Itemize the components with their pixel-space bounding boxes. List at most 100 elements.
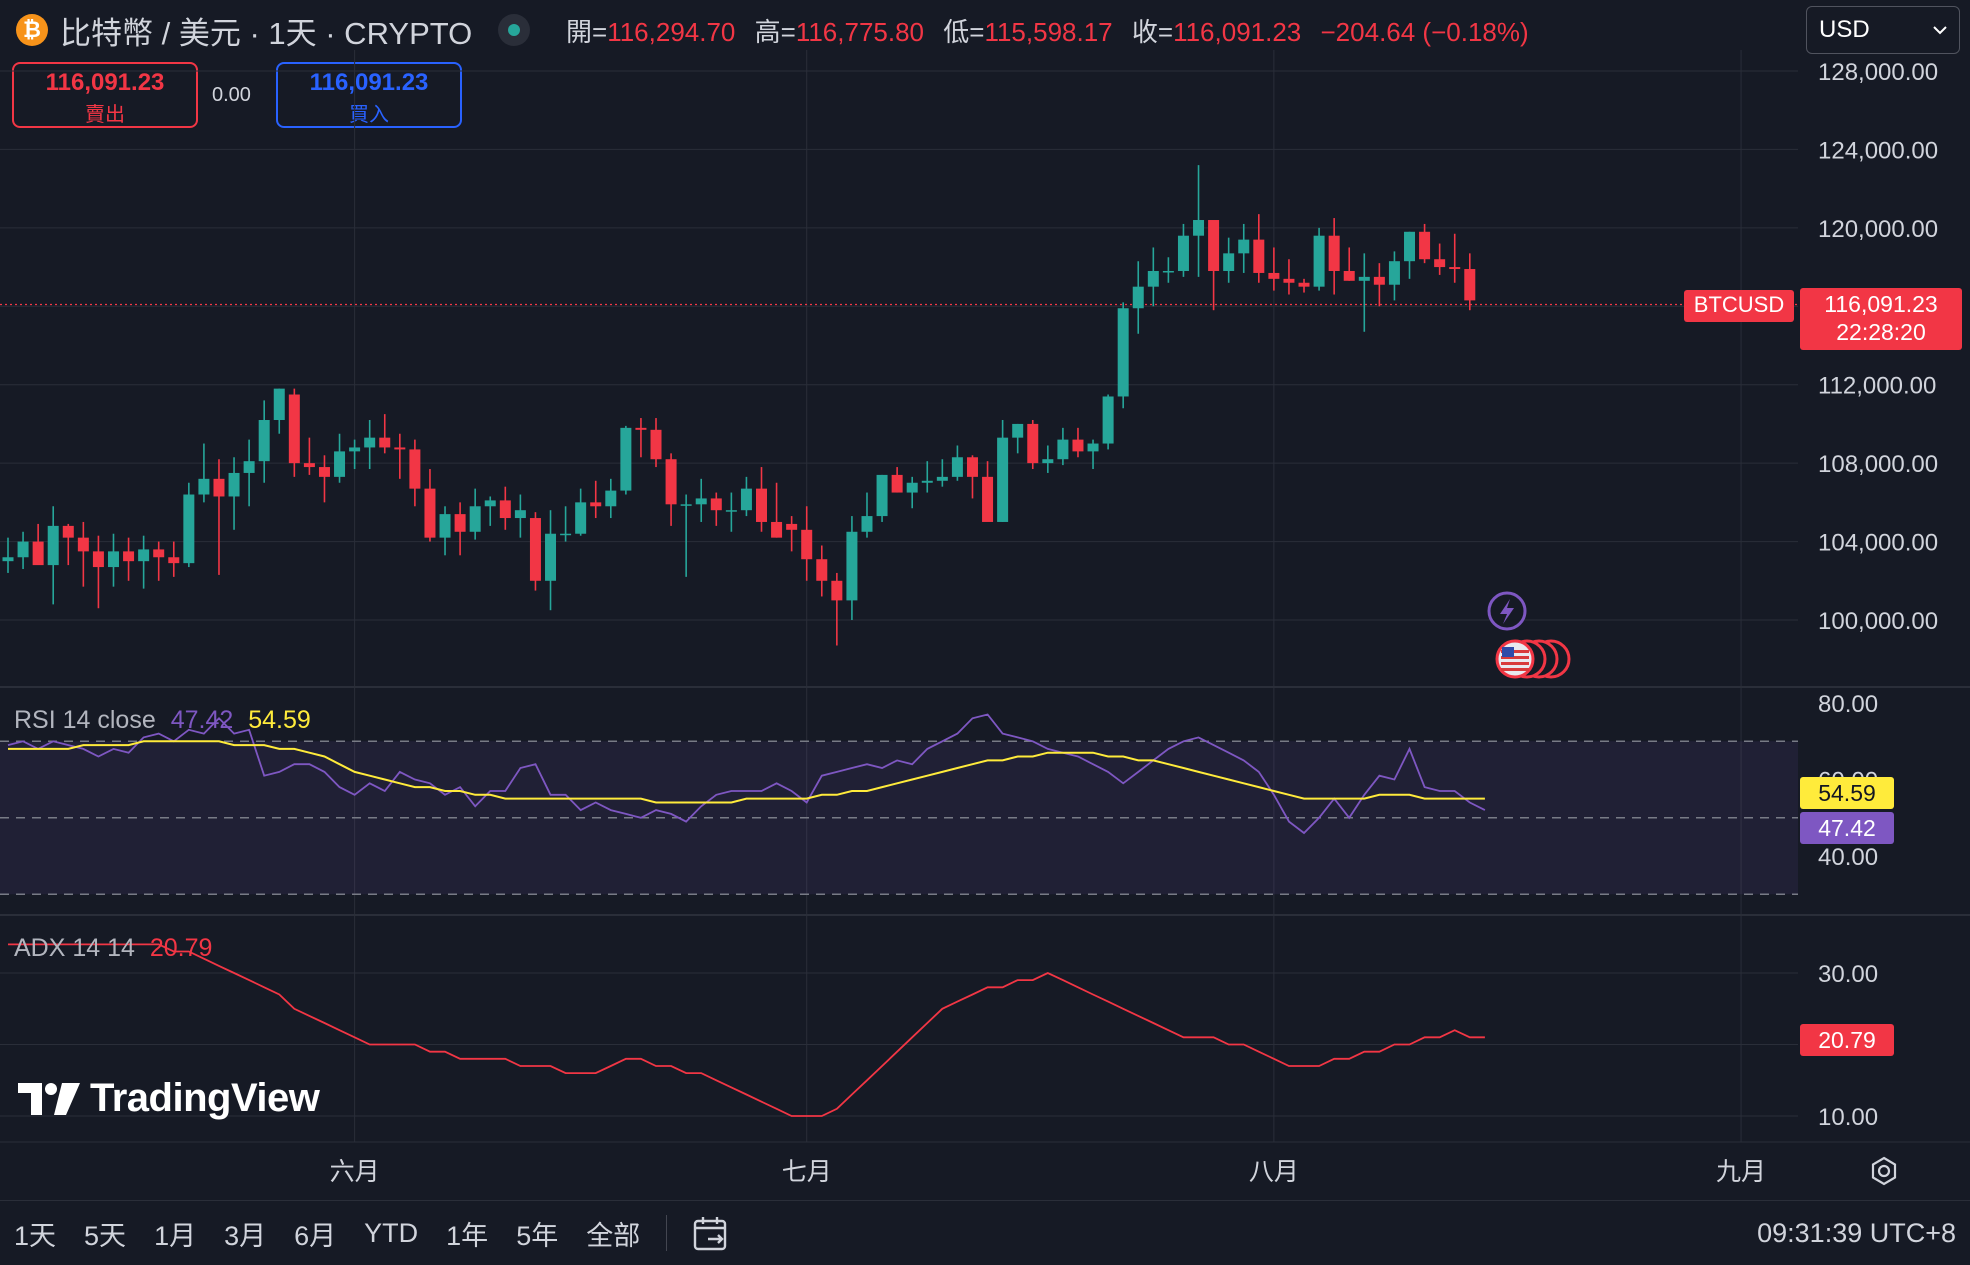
market-status-icon[interactable]	[498, 14, 530, 46]
open-label: 開=	[566, 17, 608, 47]
adx-legend[interactable]: ADX 14 14 20.79	[14, 934, 212, 963]
buy-price: 116,091.23	[309, 69, 429, 96]
candle	[1434, 243, 1446, 275]
calendar-goto-icon[interactable]	[692, 1215, 732, 1253]
range-button[interactable]: YTD	[364, 1217, 419, 1248]
candle	[560, 506, 572, 542]
buy-button[interactable]: 116,091.23 買入	[276, 62, 462, 128]
candle-body	[318, 467, 330, 477]
candle-body	[951, 457, 963, 477]
rsi-legend-label: RSI 14 close	[14, 706, 156, 734]
last-price-tag	[1684, 288, 1962, 350]
toolbar-divider	[666, 1215, 667, 1251]
candle	[424, 469, 436, 542]
rsi-axis-label: 40.00	[1818, 844, 1878, 871]
open-value: 116,294.70	[607, 17, 736, 47]
range-button[interactable]: 1月	[154, 1220, 197, 1251]
candle-body	[605, 490, 617, 507]
candle-body	[1404, 231, 1416, 262]
candle	[183, 482, 195, 568]
high-value: 116,775.80	[795, 17, 925, 47]
candle-body	[183, 494, 195, 564]
rsi-ma-legend-value: 54.59	[248, 706, 311, 734]
candle-body	[1464, 269, 1476, 301]
candle-body	[1343, 270, 1355, 281]
candle-body	[876, 474, 888, 517]
candle	[17, 531, 29, 570]
candle	[62, 523, 74, 566]
adx-tag-value: 20.79	[1818, 1027, 1876, 1053]
change-value: −204.64 (−0.18%)	[1320, 17, 1529, 47]
rsi-legend-value: 47.42	[170, 706, 234, 734]
candle	[303, 437, 315, 475]
candle-body	[966, 457, 978, 477]
candle-body	[32, 541, 44, 566]
candle-body	[138, 549, 150, 562]
candle-body	[906, 482, 918, 493]
candle-body	[529, 518, 541, 581]
price-axis-label: 104,000.00	[1818, 530, 1938, 557]
sell-button[interactable]: 116,091.23 賣出	[12, 62, 198, 128]
rsi-axis-label: 80.00	[1818, 691, 1878, 718]
candle-body	[1132, 286, 1144, 309]
candle	[213, 459, 225, 575]
candle	[695, 478, 707, 522]
sell-label: 賣出	[85, 104, 125, 126]
time-axis: 六月 七月 八月 九月	[330, 1157, 1766, 1186]
candle	[439, 506, 451, 556]
candle-body	[1373, 276, 1385, 285]
candle-body	[771, 521, 783, 538]
range-button[interactable]: 5年	[516, 1220, 559, 1251]
buy-label: 買入	[349, 104, 389, 126]
candle	[47, 506, 59, 605]
candle-body	[1162, 270, 1174, 273]
range-button[interactable]: 1年	[446, 1220, 489, 1251]
event-lightning-icon[interactable]	[1487, 591, 1527, 631]
event-us-flag-icon[interactable]	[1495, 639, 1571, 679]
range-button[interactable]: 1天	[14, 1220, 57, 1251]
candle	[1117, 302, 1129, 409]
candle-body	[575, 502, 587, 534]
rsi-legend[interactable]: RSI 14 close 47.42 54.59	[14, 706, 311, 735]
candle	[318, 455, 330, 503]
candle-body	[1147, 270, 1159, 287]
tradingview-logo[interactable]: TradingView	[18, 1076, 320, 1121]
candle-body	[77, 537, 89, 552]
candle-body	[545, 533, 557, 581]
candle	[1268, 247, 1280, 291]
clock-timezone[interactable]: 09:31:39 UTC+8	[1757, 1218, 1956, 1248]
range-button[interactable]: 5天	[84, 1220, 127, 1251]
currency-select[interactable]: USD	[1806, 6, 1960, 54]
chevron-down-icon	[1933, 26, 1947, 35]
gear-icon[interactable]	[1868, 1155, 1900, 1187]
candle-body	[846, 531, 858, 601]
symbol-title[interactable]: ₿ 比特幣 / 美元 · 1天 · CRYPTO	[16, 10, 472, 51]
candle	[906, 476, 918, 509]
candle-body	[665, 459, 677, 505]
range-button[interactable]: 3月	[224, 1220, 267, 1251]
range-button[interactable]: 6月	[294, 1220, 337, 1251]
tradingview-logo-text: TradingView	[90, 1076, 320, 1120]
candle-body	[123, 551, 135, 562]
candle	[77, 521, 89, 587]
candle	[725, 492, 737, 532]
candle	[1012, 423, 1024, 454]
candle-body	[469, 506, 481, 532]
candle	[469, 488, 481, 540]
candle-body	[831, 580, 843, 601]
range-button[interactable]: 全部	[586, 1220, 641, 1251]
low-label: 低=	[943, 17, 985, 47]
adx-axis-label: 30.00	[1818, 961, 1878, 988]
candle	[982, 461, 994, 522]
candle-body	[1328, 235, 1340, 271]
chart-canvas[interactable]: 128,000.00 124,000.00 120,000.00 112,000.00…	[0, 0, 1970, 1200]
candle-body	[1434, 259, 1446, 268]
bar-countdown: 22:28:20	[1836, 319, 1926, 345]
candle-body	[499, 500, 511, 519]
candle-body	[891, 474, 903, 493]
candle	[771, 482, 783, 538]
candle	[605, 478, 617, 519]
candle-body	[756, 488, 767, 522]
candle	[1162, 257, 1174, 283]
candle	[258, 400, 270, 483]
